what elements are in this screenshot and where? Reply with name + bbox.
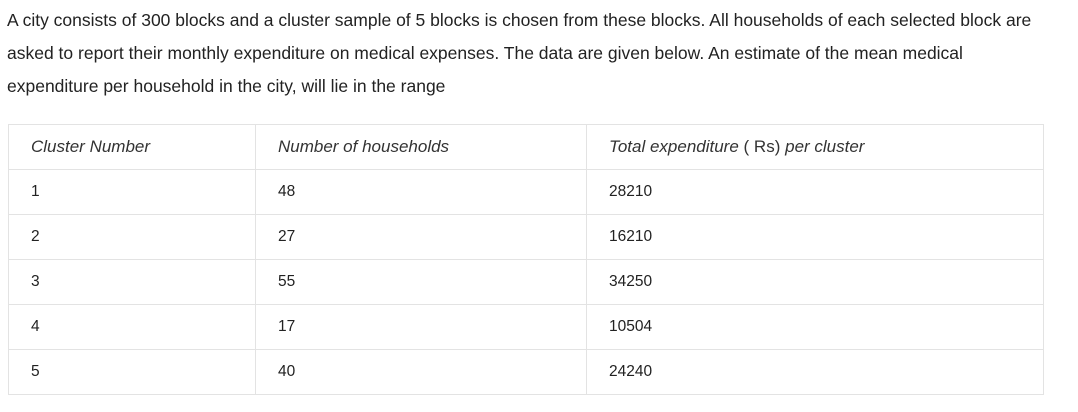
header-total-expenditure-label: Total expenditure <box>609 137 739 156</box>
cell-expenditure: 28210 <box>586 169 1044 215</box>
cluster-data-table: Cluster Number Number of households Tota… <box>8 124 1044 395</box>
cell-households: 27 <box>255 214 587 260</box>
table-row: 3 55 34250 <box>8 259 1044 305</box>
table-row: 4 17 10504 <box>8 304 1044 350</box>
header-number-of-households: Number of households <box>255 124 587 170</box>
table-row: 2 27 16210 <box>8 214 1044 260</box>
cell-expenditure: 34250 <box>586 259 1044 305</box>
table-header-row: Cluster Number Number of households Tota… <box>8 124 1044 170</box>
table-row: 5 40 24240 <box>8 349 1044 395</box>
question-text: A city consists of 300 blocks and a clus… <box>7 10 1032 96</box>
table-row: 1 48 28210 <box>8 169 1044 215</box>
header-per-cluster-label: per cluster <box>785 137 865 156</box>
cell-cluster: 2 <box>8 214 256 260</box>
cell-households: 55 <box>255 259 587 305</box>
cell-households: 40 <box>255 349 587 395</box>
header-cluster-number: Cluster Number <box>8 124 256 170</box>
cell-cluster: 1 <box>8 169 256 215</box>
cell-households: 48 <box>255 169 587 215</box>
cell-cluster: 5 <box>8 349 256 395</box>
cell-households: 17 <box>255 304 587 350</box>
cell-cluster: 3 <box>8 259 256 305</box>
cell-cluster: 4 <box>8 304 256 350</box>
cell-expenditure: 24240 <box>586 349 1044 395</box>
cell-expenditure: 16210 <box>586 214 1044 260</box>
cell-expenditure: 10504 <box>586 304 1044 350</box>
header-total-expenditure: Total expenditure ( Rs) per cluster <box>586 124 1044 170</box>
header-expenditure-unit: ( Rs) <box>743 137 781 156</box>
